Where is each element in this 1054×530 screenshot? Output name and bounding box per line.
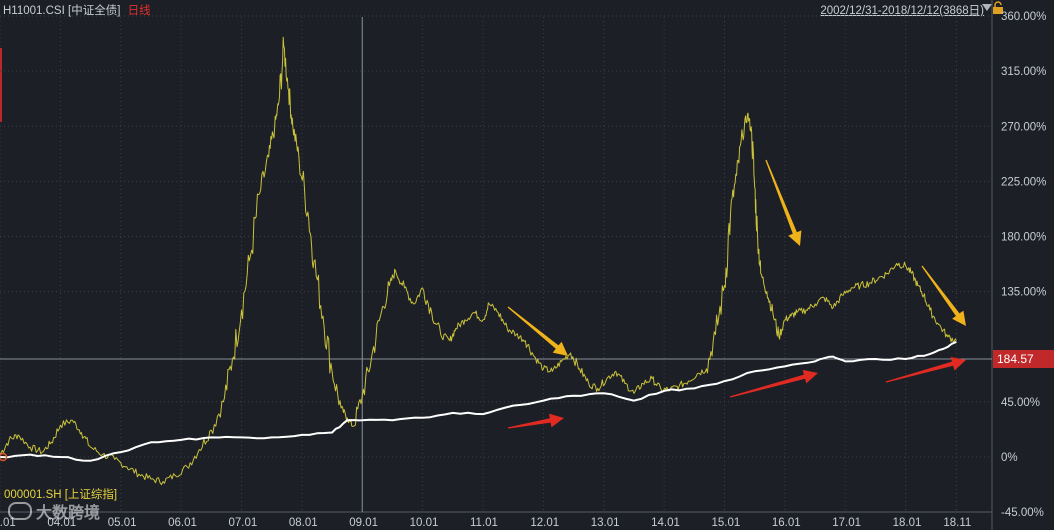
current-value-tag	[993, 350, 1054, 368]
symbol-title: H11001.CSI [中证全债] 日线	[3, 2, 151, 18]
x-tick-label: 05.01	[108, 517, 137, 529]
current-value-label: 184.57	[997, 352, 1034, 366]
x-tick-label: 11.01	[470, 517, 498, 529]
y-tick-label: -45.00%	[1001, 507, 1044, 519]
x-tick-label: 07.01	[229, 517, 258, 529]
x-tick-label: 18.01	[893, 517, 922, 529]
series-start-marker	[0, 452, 8, 462]
red-arrow-annotation	[507, 413, 564, 429]
y-tick-label: 135.00%	[1001, 287, 1046, 299]
yellow-arrow-annotation	[765, 159, 802, 246]
x-tick-label: 12.01	[530, 517, 559, 529]
left-edge-marker	[0, 48, 2, 122]
y-tick-label: 45.00%	[1001, 397, 1040, 409]
red-arrow-annotation	[885, 357, 966, 383]
symbol-name: [中证全债]	[68, 5, 121, 17]
x-tick-label: 09.01	[349, 517, 378, 529]
date-range[interactable]: 2002/12/31-2018/12/12(3868日)	[820, 5, 984, 17]
yellow-arrow-annotation	[507, 306, 568, 356]
x-tick-label: 08.01	[289, 517, 318, 529]
x-tick-label: 04.01	[47, 517, 76, 529]
lock-icon[interactable]	[992, 1, 1004, 15]
chart-header: H11001.CSI [中证全债] 日线 2002/12/31-2018/12/…	[0, 0, 1054, 18]
red-arrow-annotation	[729, 369, 818, 398]
watermark-text: 大数跨境	[36, 505, 101, 522]
x-tick-label: 15.01	[712, 517, 741, 529]
y-tick-label: 0%	[1001, 452, 1018, 464]
watermark: 大数跨境	[8, 499, 100, 523]
x-tick-label: 16.01	[772, 517, 801, 529]
x-tick-label: 17.01	[832, 517, 861, 529]
x-tick-label: 14.01	[651, 517, 680, 529]
index-label: 000001.SH [上证综指]	[4, 489, 118, 501]
y-tick-label: 180.00%	[1001, 232, 1046, 244]
chevron-down-icon[interactable]	[982, 4, 992, 11]
x-tick-label: 06.01	[168, 517, 197, 529]
symbol-code: H11001.CSI	[3, 5, 65, 17]
frequency-label[interactable]: 日线	[127, 5, 151, 17]
y-tick-label: 225.00%	[1001, 176, 1046, 188]
y-tick-label: 315.00%	[1001, 66, 1046, 78]
series-line-bond	[0, 340, 957, 462]
watermark-logo-icon	[8, 502, 32, 520]
yellow-arrow-annotation	[921, 265, 966, 326]
x-tick-label: 13.01	[591, 517, 620, 529]
x-tick-label: 03.01	[0, 517, 16, 529]
y-tick-label: 360.00%	[1001, 11, 1046, 23]
x-tick-label: 10.01	[410, 517, 439, 529]
series-line-index	[0, 36, 957, 486]
x-tick-label: 18.11	[943, 517, 971, 529]
y-tick-label: 270.00%	[1001, 121, 1046, 133]
